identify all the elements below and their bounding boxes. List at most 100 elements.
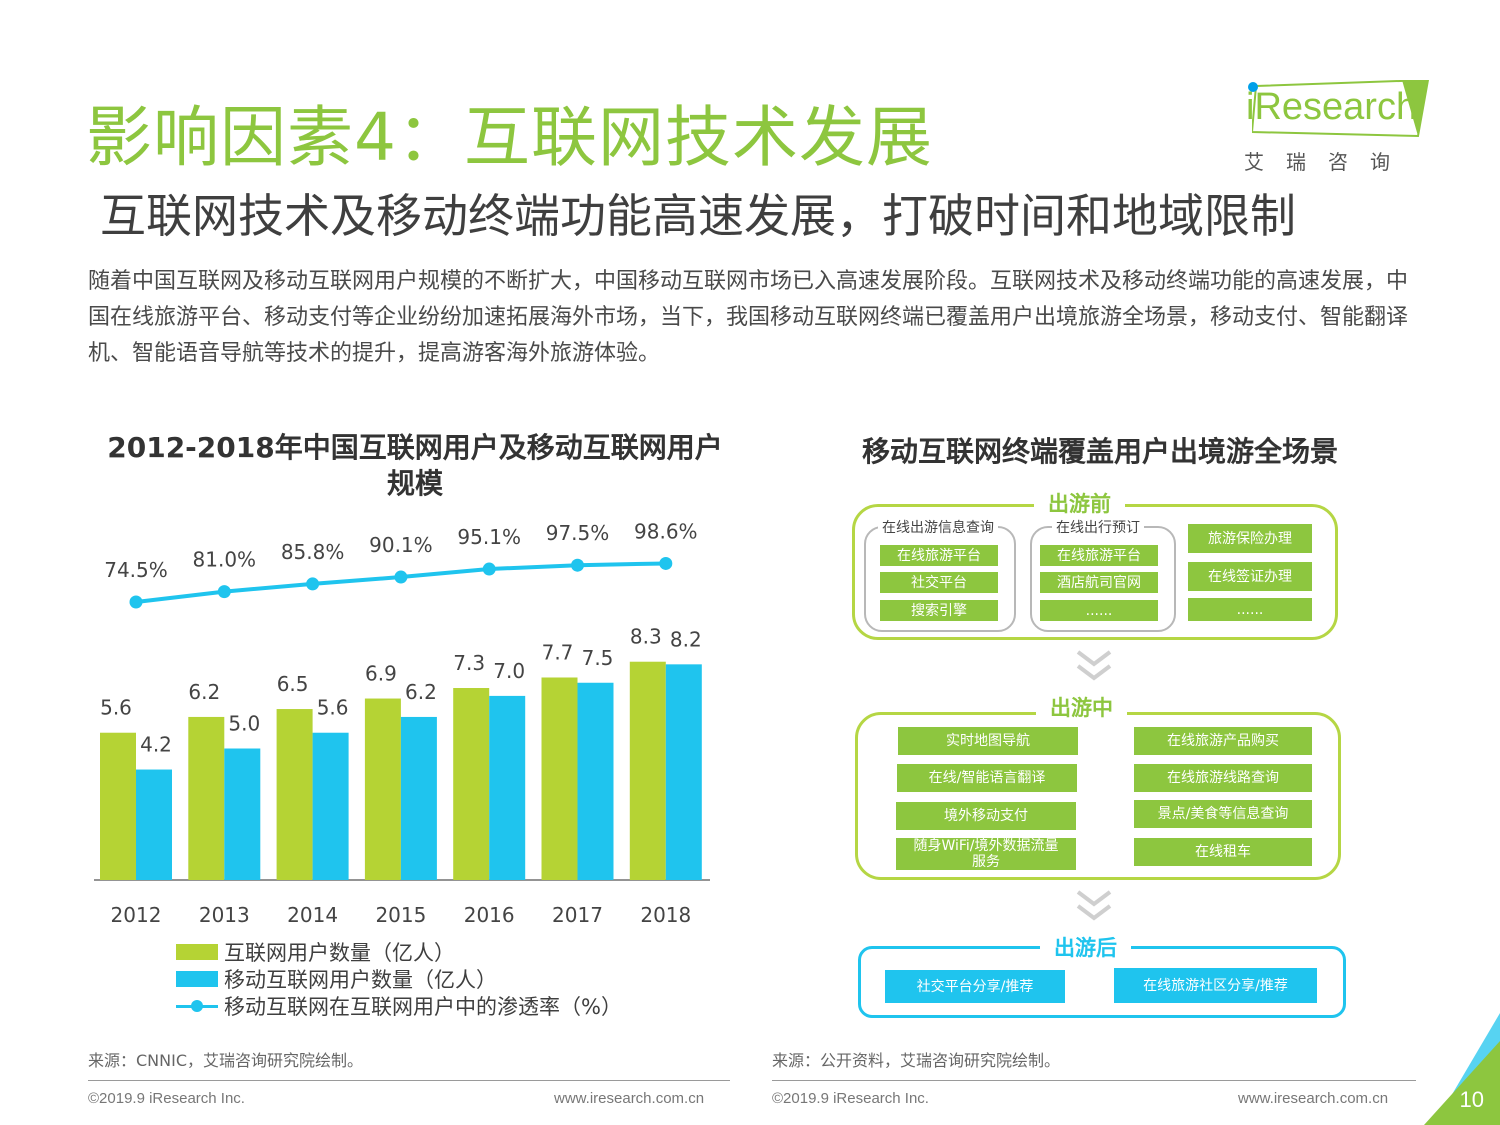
website-left: www.iresearch.com.cn (554, 1090, 705, 1107)
x-tick-label: 2012 (111, 903, 162, 927)
bar-internet-users (100, 732, 136, 880)
logo-tagline: 艾瑞咨询 (1244, 150, 1412, 174)
bar-mobile-users (224, 748, 261, 880)
bar-mobile-users (312, 732, 349, 880)
legend-line-marker (176, 998, 218, 1014)
penetration-label: 90.1% (369, 533, 433, 557)
chip-hotel-airline-sites: 酒店航司官网 (1040, 572, 1158, 593)
panel-label-during: 出游中 (1036, 692, 1127, 722)
intro-paragraph: 随着中国互联网及移动互联网用户规模的不断扩大，中国移动互联网市场已入高速发展阶段… (88, 269, 1409, 366)
chip-online-travel-platform: 在线旅游平台 (880, 545, 998, 566)
legend-swatch-blue (176, 970, 218, 987)
user-scale-chart: 5.6 4.2 2012 6.2 5.0 2013 6.5 5.6 2014 6.9 6.2 2015… (94, 519, 710, 927)
copyright-right: ©2019.9 iResearch Inc. (772, 1090, 929, 1107)
legend-label: 移动互联网在互联网用户中的渗透率（%） (224, 994, 622, 1019)
bar-internet-users (188, 716, 225, 880)
chart-legend: 互联网用户数量（亿人） 移动互联网用户数量（亿人） 移动互联网在互联网用户中的渗… (176, 938, 622, 1019)
page-subtitle: 互联网技术及移动终端功能高速发展，打破时间和地域限制 (100, 189, 1296, 243)
bar-internet-users (541, 677, 578, 880)
bar-label-internet: 6.5 (277, 672, 309, 696)
penetration-label: 98.6% (634, 519, 698, 543)
page-number: 10 (1459, 1087, 1484, 1112)
x-tick-label: 2017 (552, 903, 603, 927)
penetration-point (394, 570, 408, 584)
iresearch-logo: iResearch 艾瑞咨询 (1238, 80, 1430, 174)
source-right: 来源：公开资料，艾瑞咨询研究院绘制。 (772, 1051, 1061, 1070)
chip-social-share: 社交平台分享/推荐 (885, 970, 1065, 1003)
logo-brand: iResearch (1246, 82, 1417, 129)
bar-mobile-users (489, 695, 526, 880)
group-label-info-query: 在线出游信息查询 (878, 517, 998, 537)
legend-swatch-green (176, 943, 218, 960)
copyright-left: ©2019.9 iResearch Inc. (88, 1090, 245, 1107)
bar-label-mobile: 5.6 (317, 696, 349, 720)
bar-label-internet: 5.6 (100, 696, 132, 720)
website-right: www.iresearch.com.cn (1238, 1090, 1389, 1107)
legend-item-penetration: 移动互联网在互联网用户中的渗透率（%） (176, 992, 622, 1019)
source-left: 来源：CNNIC，艾瑞咨询研究院绘制。 (88, 1051, 364, 1070)
bar-internet-users (364, 698, 401, 880)
legend-item-mobile-users: 移动互联网用户数量（亿人） (176, 965, 622, 992)
bar-label-mobile: 8.2 (670, 627, 702, 651)
chip-mobile-payment: 境外移动支付 (896, 802, 1076, 830)
bar-label-mobile: 5.0 (228, 712, 260, 736)
penetration-point (659, 556, 673, 570)
panel-label-before: 出游前 (1034, 488, 1125, 518)
page-title: 影响因素4：互联网技术发展 (86, 99, 933, 176)
chip-online-visa: 在线签证办理 (1188, 562, 1312, 591)
bar-label-mobile: 6.2 (405, 680, 437, 704)
chip-product-purchase: 在线旅游产品购买 (1134, 727, 1312, 755)
chip-community-share: 在线旅游社区分享/推荐 (1114, 968, 1317, 1003)
penetration-label: 97.5% (546, 521, 610, 545)
logo-dot (1248, 82, 1258, 92)
penetration-label: 85.8% (281, 540, 345, 564)
bar-mobile-users (136, 769, 172, 880)
bar-label-mobile: 7.0 (493, 659, 525, 683)
chip-car-rental: 在线租车 (1134, 838, 1312, 866)
footer-divider-right (772, 1080, 1416, 1081)
x-tick-label: 2013 (199, 903, 250, 927)
chevron-down-icon (1076, 650, 1112, 681)
legend-label: 移动互联网用户数量（亿人） (224, 967, 497, 992)
penetration-point (217, 585, 231, 599)
chart-title: 2012-2018年中国互联网用户及移动互联网用户规模 (107, 431, 723, 500)
penetration-point (129, 595, 143, 609)
panel-label-after: 出游后 (1040, 932, 1131, 962)
chip-attraction-query: 景点/美食等信息查询 (1134, 800, 1312, 828)
chip-search-engine: 搜索引擎 (880, 600, 998, 621)
chip-route-query: 在线旅游线路查询 (1134, 764, 1312, 792)
chip-map-navigation: 实时地图导航 (898, 727, 1078, 755)
bar-label-internet: 7.3 (453, 651, 485, 675)
corner-decoration (1424, 1013, 1500, 1125)
bar-label-mobile: 4.2 (140, 733, 172, 757)
bar-label-internet: 8.3 (630, 625, 662, 649)
penetration-label: 81.0% (193, 548, 257, 572)
x-tick-label: 2016 (464, 903, 515, 927)
legend-item-internet-users: 互联网用户数量（亿人） (176, 938, 622, 965)
bar-mobile-users (665, 664, 702, 880)
chip-online-travel-platform-booking: 在线旅游平台 (1040, 545, 1158, 566)
bar-internet-users (629, 661, 666, 880)
penetration-point (571, 558, 584, 572)
group-label-booking: 在线出行预订 (1052, 517, 1144, 537)
x-tick-label: 2014 (287, 903, 338, 927)
chip-social-platform: 社交平台 (880, 572, 998, 593)
bar-internet-users (453, 688, 490, 880)
footer-divider-left (88, 1080, 730, 1081)
bar-mobile-users (400, 716, 437, 880)
logo-frame (1252, 80, 1430, 138)
chip-wifi-data: 随身WiFi/境外数据流量服务 (896, 838, 1076, 870)
x-tick-label: 2018 (640, 903, 691, 927)
bar-mobile-users (577, 682, 614, 880)
chip-translation: 在线/智能语言翻译 (897, 764, 1077, 792)
chip-more-services: ...... (1188, 598, 1312, 621)
x-tick-label: 2015 (375, 903, 426, 927)
penetration-point (482, 562, 496, 576)
bar-label-internet: 6.9 (365, 662, 397, 686)
diagram-title: 移动互联网终端覆盖用户出境游全场景 (861, 435, 1338, 468)
bar-internet-users (276, 709, 313, 880)
bar-label-internet: 6.2 (188, 680, 220, 704)
legend-label: 互联网用户数量（亿人） (224, 940, 455, 965)
bar-label-mobile: 7.5 (582, 646, 614, 670)
penetration-label: 95.1% (457, 525, 521, 549)
